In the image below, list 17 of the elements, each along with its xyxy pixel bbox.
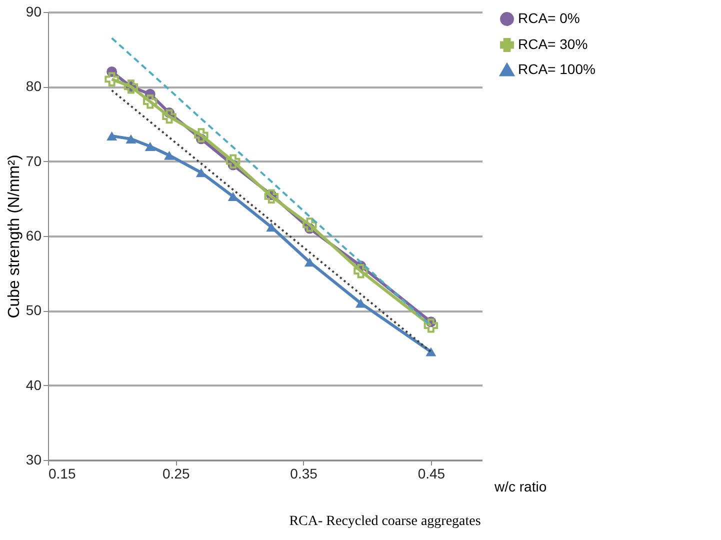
y-axis-title: Cube strength (N/mm²) (6, 154, 23, 318)
y-tick-label: 90 (26, 4, 42, 20)
y-tick-label: 80 (26, 78, 42, 94)
x-tick-label: 0.35 (290, 466, 318, 482)
x-axis-title: w/c ratio (494, 478, 547, 494)
legend-label: RCA= 0% (518, 10, 580, 26)
y-tick-label: 50 (26, 302, 42, 318)
legend-label: RCA= 30% (518, 36, 588, 52)
x-tick-label: 0.25 (162, 466, 190, 482)
y-tick-label: 40 (26, 376, 42, 393)
text: RCA- Recycled coarse aggregates (289, 514, 481, 529)
x-tick-label: 0.15 (48, 466, 76, 482)
y-tick-label: 60 (26, 228, 42, 244)
y-tick-label: 70 (26, 152, 42, 169)
y-tick-label: 30 (26, 452, 42, 468)
legend-label: RCA= 100% (518, 61, 596, 77)
x-tick-label: 0.45 (418, 466, 446, 482)
